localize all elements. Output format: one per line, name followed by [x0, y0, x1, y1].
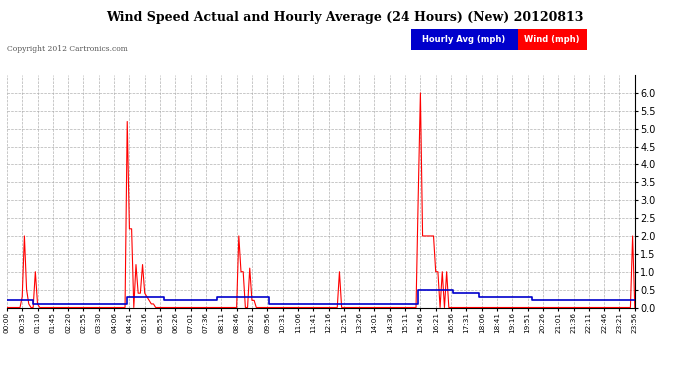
Text: Hourly Avg (mph): Hourly Avg (mph) — [422, 35, 505, 44]
Text: Wind (mph): Wind (mph) — [524, 35, 580, 44]
Text: Copyright 2012 Cartronics.com: Copyright 2012 Cartronics.com — [7, 45, 128, 53]
Text: Wind Speed Actual and Hourly Average (24 Hours) (New) 20120813: Wind Speed Actual and Hourly Average (24… — [106, 11, 584, 24]
